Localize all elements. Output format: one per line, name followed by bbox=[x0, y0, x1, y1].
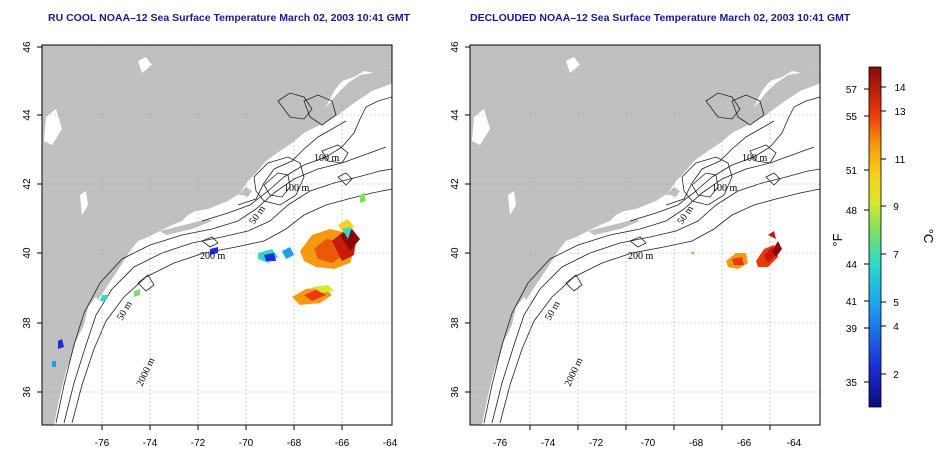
colorbar-c-tick: 7 bbox=[893, 250, 899, 261]
left-plot-frame bbox=[41, 44, 393, 426]
right-sst-patches bbox=[690, 231, 782, 269]
contour-label-2000m: 2000 m bbox=[135, 356, 158, 388]
right-plot-frame bbox=[469, 44, 821, 426]
contour-label-200m: 200 m bbox=[628, 251, 654, 262]
left-lon-tick: -64 bbox=[383, 438, 398, 449]
right-lon-tick: -66 bbox=[737, 438, 752, 449]
colorbar-f-tick: 51 bbox=[846, 166, 858, 177]
left-lon-tick: -70 bbox=[239, 438, 254, 449]
colorbar-c-tick: 14 bbox=[894, 83, 906, 94]
colorbar: 57 55 51 48 44 41 39 35 14 13 11 9 7 5 4… bbox=[830, 66, 936, 408]
left-lat-tick: 46 bbox=[22, 41, 33, 53]
right-lon-tick: -68 bbox=[689, 438, 704, 449]
colorbar-c-tick: 11 bbox=[895, 155, 906, 166]
colorbar-f-tick: 57 bbox=[846, 85, 858, 96]
right-lat-tick: 36 bbox=[450, 386, 461, 398]
right-lat-tick: 38 bbox=[450, 317, 461, 329]
right-lon-tick: -76 bbox=[493, 438, 508, 449]
colorbar-c-tick: 9 bbox=[893, 202, 899, 213]
right-lon-tick: -74 bbox=[541, 438, 556, 449]
colorbar-f-tick: 39 bbox=[846, 324, 858, 335]
right-lat-tick: 46 bbox=[450, 41, 461, 53]
colorbar-f-tick: 48 bbox=[846, 206, 858, 217]
left-lat-tick: 38 bbox=[22, 317, 33, 329]
colorbar-f-tick: 35 bbox=[846, 378, 858, 389]
colorbar-f-tick: 41 bbox=[846, 297, 858, 308]
right-lat-tick: 40 bbox=[450, 247, 461, 259]
right-lat-tick: 44 bbox=[450, 109, 461, 121]
left-lat-tick: 44 bbox=[22, 109, 33, 121]
contour-label-100m-b: 100 m bbox=[284, 183, 310, 194]
contour-label-100m-a: 100 m bbox=[742, 153, 768, 164]
left-lon-tick: -74 bbox=[143, 438, 158, 449]
colorbar-celsius-label: °C bbox=[921, 229, 936, 244]
contour-label-50m-b: 50 m bbox=[543, 299, 563, 322]
left-lat-tick: 40 bbox=[22, 247, 33, 259]
left-lat-tick: 42 bbox=[22, 178, 33, 190]
left-lon-tick: -76 bbox=[95, 438, 110, 449]
left-lat-tick: 36 bbox=[22, 386, 33, 398]
left-lon-tick: -66 bbox=[335, 438, 350, 449]
left-lon-tick: -72 bbox=[191, 438, 206, 449]
right-map: 100 m 100 m 50 m 200 m 50 m 2000 m -76 -… bbox=[450, 41, 821, 449]
contour-label-100m-b: 100 m bbox=[712, 183, 738, 194]
colorbar-f-tick: 44 bbox=[846, 260, 858, 271]
colorbar-c-tick: 4 bbox=[893, 322, 899, 333]
right-lon-tick: -70 bbox=[641, 438, 656, 449]
right-lon-tick: -72 bbox=[589, 438, 604, 449]
colorbar-fahrenheit-label: °F bbox=[830, 233, 845, 246]
left-sst-patches bbox=[52, 193, 366, 367]
left-lon-tick: -68 bbox=[287, 438, 302, 449]
colorbar-c-tick: 13 bbox=[894, 107, 906, 118]
right-panel-title: DECLOUDED NOAA–12 Sea Surface Temperatur… bbox=[470, 12, 851, 24]
contour-label-100m-a: 100 m bbox=[314, 153, 340, 164]
colorbar-c-tick: 5 bbox=[893, 298, 899, 309]
contour-label-50m-b: 50 m bbox=[115, 299, 135, 322]
contour-label-2000m: 2000 m bbox=[563, 356, 586, 388]
colorbar-gradient bbox=[868, 66, 882, 408]
left-panel-title: RU COOL NOAA–12 Sea Surface Temperature … bbox=[48, 12, 411, 24]
contour-label-200m: 200 m bbox=[200, 251, 226, 262]
colorbar-c-tick: 2 bbox=[893, 370, 899, 381]
right-lat-tick: 42 bbox=[450, 178, 461, 190]
colorbar-f-tick: 55 bbox=[846, 112, 858, 123]
left-map: 100 m 100 m 50 m 200 m 50 m 2000 m -76 -… bbox=[22, 41, 398, 449]
right-lon-tick: -64 bbox=[787, 438, 802, 449]
